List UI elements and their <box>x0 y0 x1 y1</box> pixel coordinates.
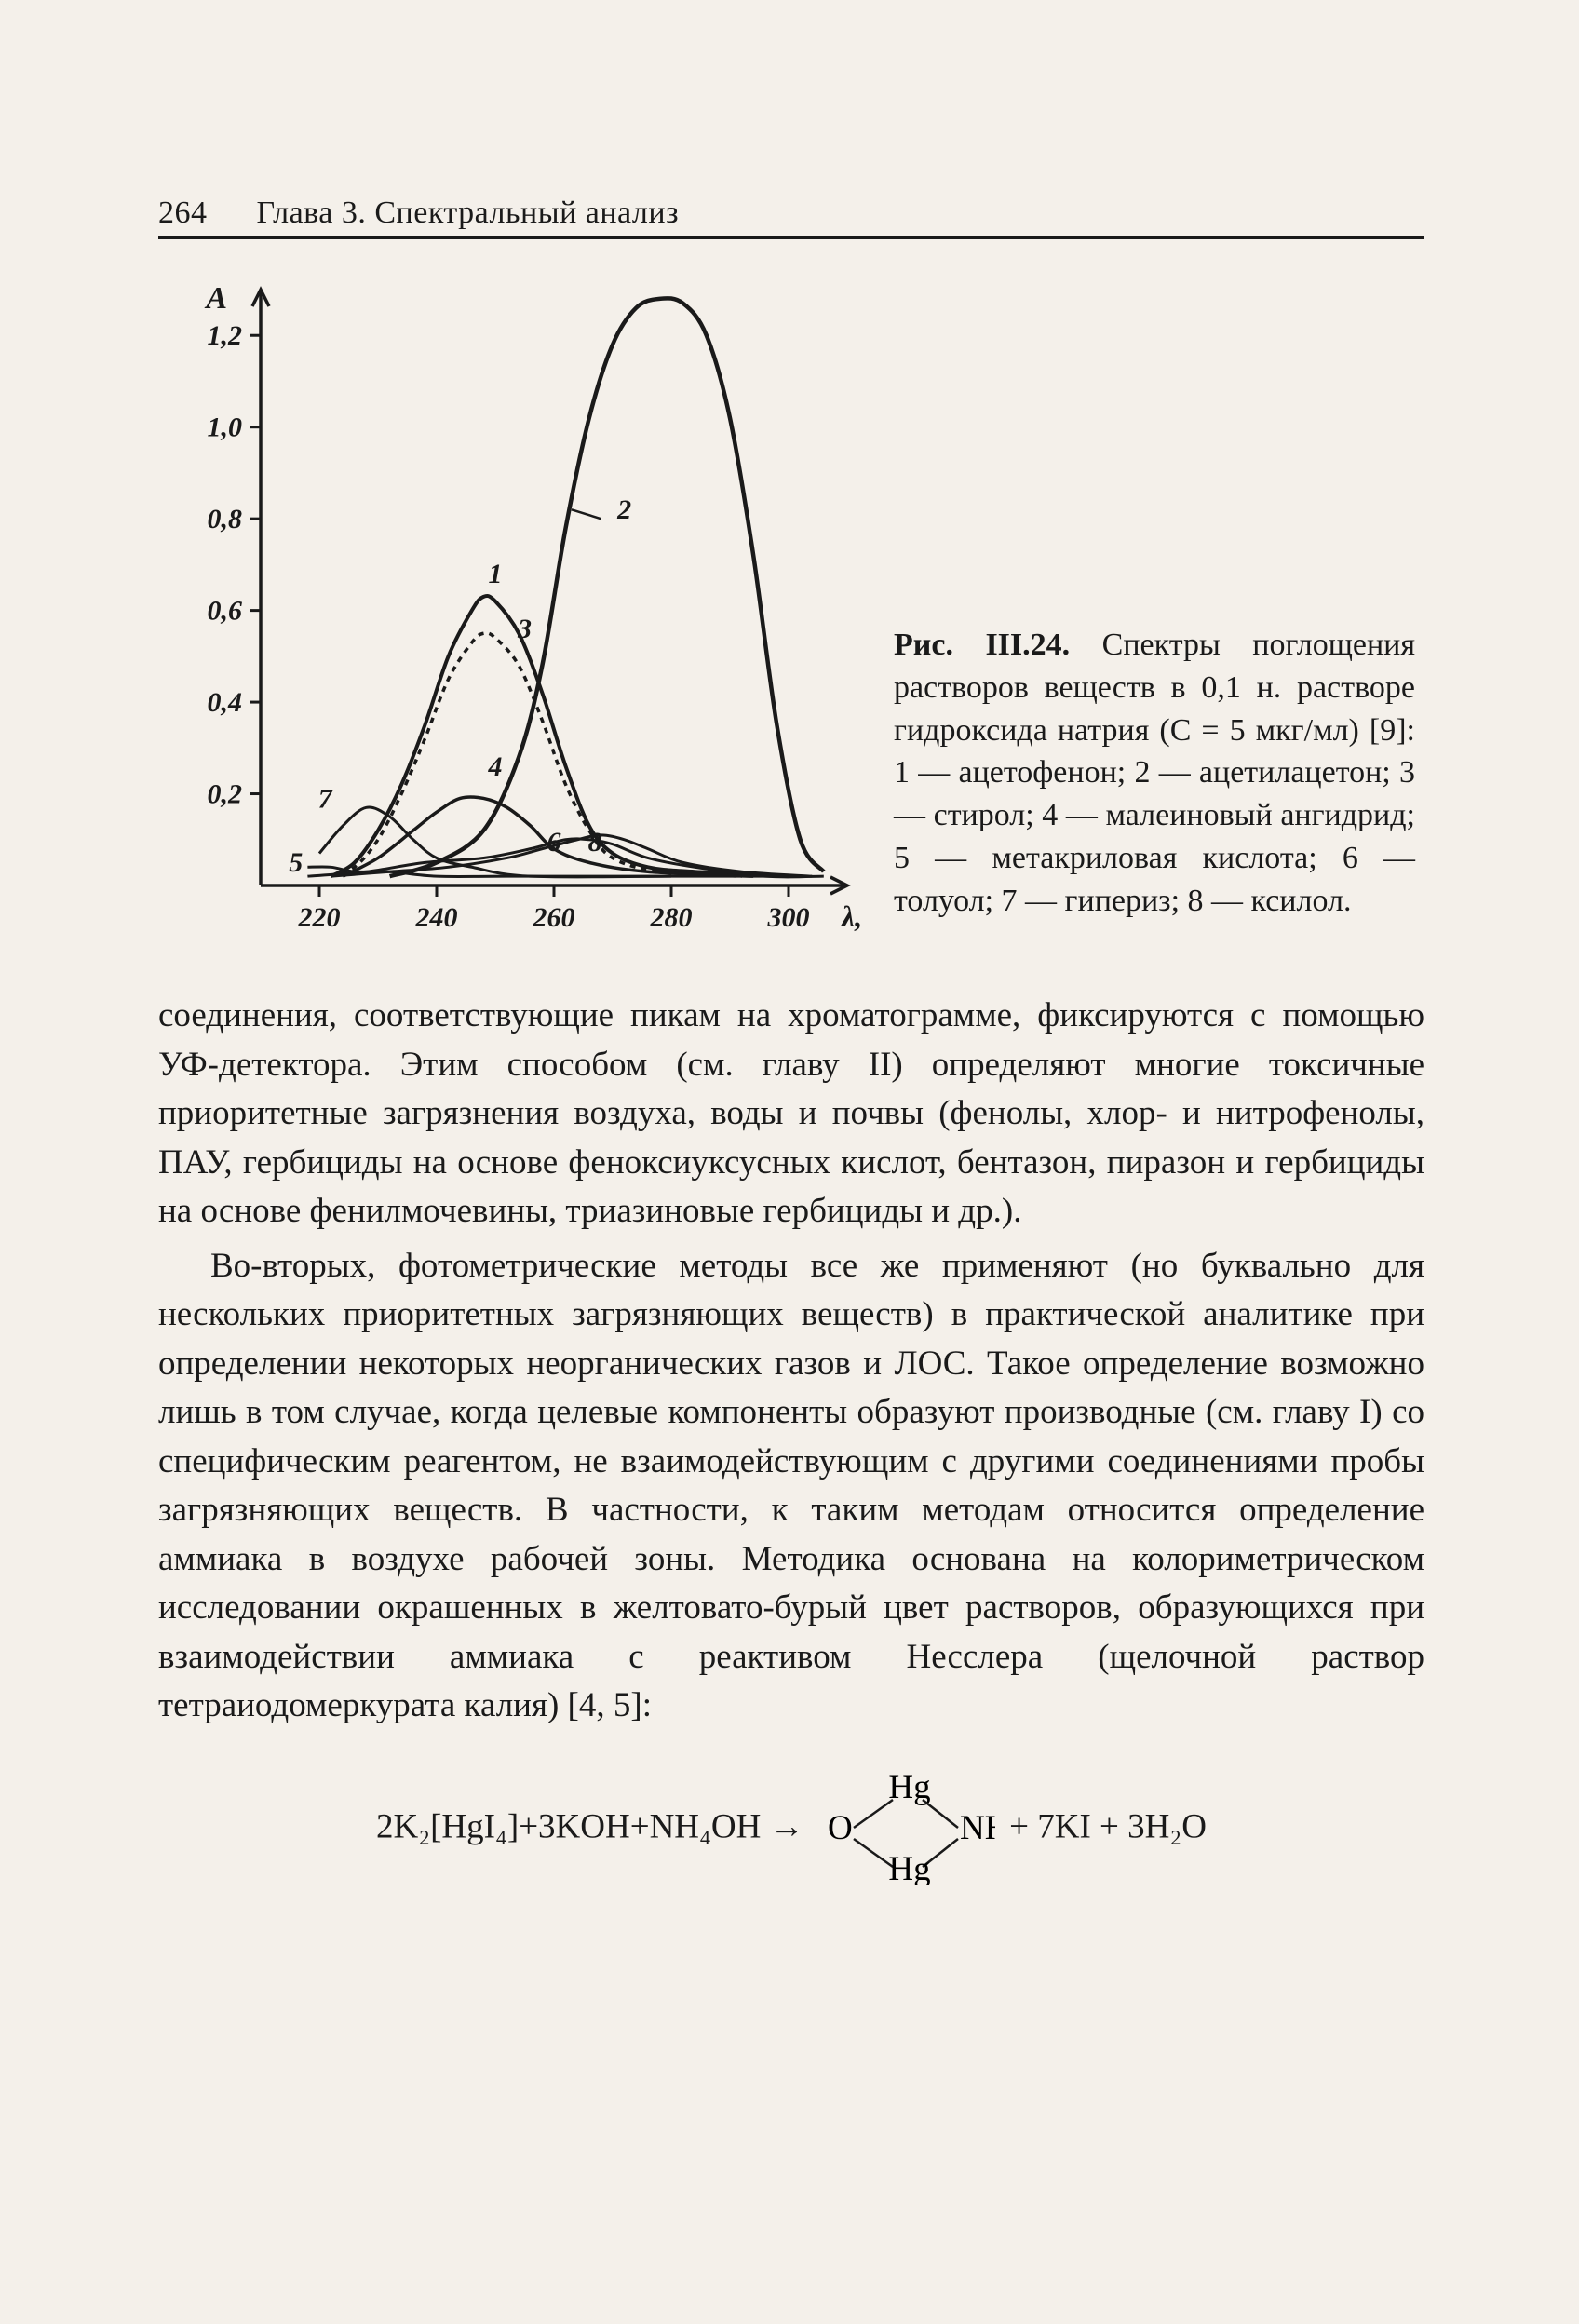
curve-label-6: 6 <box>547 827 561 858</box>
eqn-o: O <box>828 1809 853 1847</box>
eqn-bot-hg: Hg <box>888 1850 930 1885</box>
chapter-title: Глава 3. Спектральный анализ <box>257 196 680 230</box>
eqn-lhs: 2K₂[HgI₄]+3KOH+NH₄OH → <box>376 1807 804 1845</box>
absorption-spectrum-chart: 0,2 0,4 0,6 0,8 1,0 1,2 A 220 240 260 280 300 λ, нм 1… <box>158 271 866 941</box>
svg-text:0,2: 0,2 <box>208 779 243 810</box>
curve-label-2: 2 <box>616 494 631 525</box>
svg-text:220: 220 <box>298 902 341 933</box>
eqn-nh2i: NH₂I <box>960 1809 995 1847</box>
running-header: 264 Глава 3. Спектральный анализ <box>158 196 1424 239</box>
eqn-bracket: Hg O NH₂I Hg <box>818 1774 995 1885</box>
series-3 <box>331 633 742 876</box>
svg-text:0,4: 0,4 <box>208 687 243 718</box>
svg-text:λ, нм: λ, нм <box>840 899 866 933</box>
page-number: 264 <box>158 196 208 230</box>
svg-text:280: 280 <box>650 902 693 933</box>
svg-text:0,8: 0,8 <box>208 504 243 534</box>
body-paragraph-2: Во-вторых, фотометрические методы все же… <box>158 1242 1424 1731</box>
svg-text:1,2: 1,2 <box>208 320 243 351</box>
curve-label-3: 3 <box>517 614 532 644</box>
svg-text:300: 300 <box>767 902 810 933</box>
curve-label-7: 7 <box>318 783 333 814</box>
eqn-rhs: + 7KI + 3H₂O <box>1001 1807 1207 1845</box>
series-2 <box>390 298 824 876</box>
body-paragraph-1: соединения, соответствующие пикам на хро… <box>158 992 1424 1236</box>
figure-caption: Рис. III.24. Спектры поглоще­ния раствор… <box>894 624 1415 941</box>
curve-label-1: 1 <box>489 559 503 589</box>
reaction-equation: 2K₂[HgI₄]+3KOH+NH₄OH → Hg O NH₂I Hg + 7K… <box>158 1774 1424 1885</box>
caption-text: Спектры поглоще­ния растворов веществ в … <box>894 628 1415 918</box>
curve-label-4: 4 <box>488 751 503 782</box>
curve-label-5: 5 <box>289 847 303 878</box>
curve-label-8: 8 <box>588 827 602 858</box>
caption-label: Рис. III.24. <box>894 628 1070 662</box>
svg-text:0,6: 0,6 <box>208 596 243 627</box>
svg-text:260: 260 <box>533 902 575 933</box>
svg-text:1,0: 1,0 <box>208 412 243 443</box>
svg-text:240: 240 <box>415 902 458 933</box>
svg-text:A: A <box>204 281 227 316</box>
